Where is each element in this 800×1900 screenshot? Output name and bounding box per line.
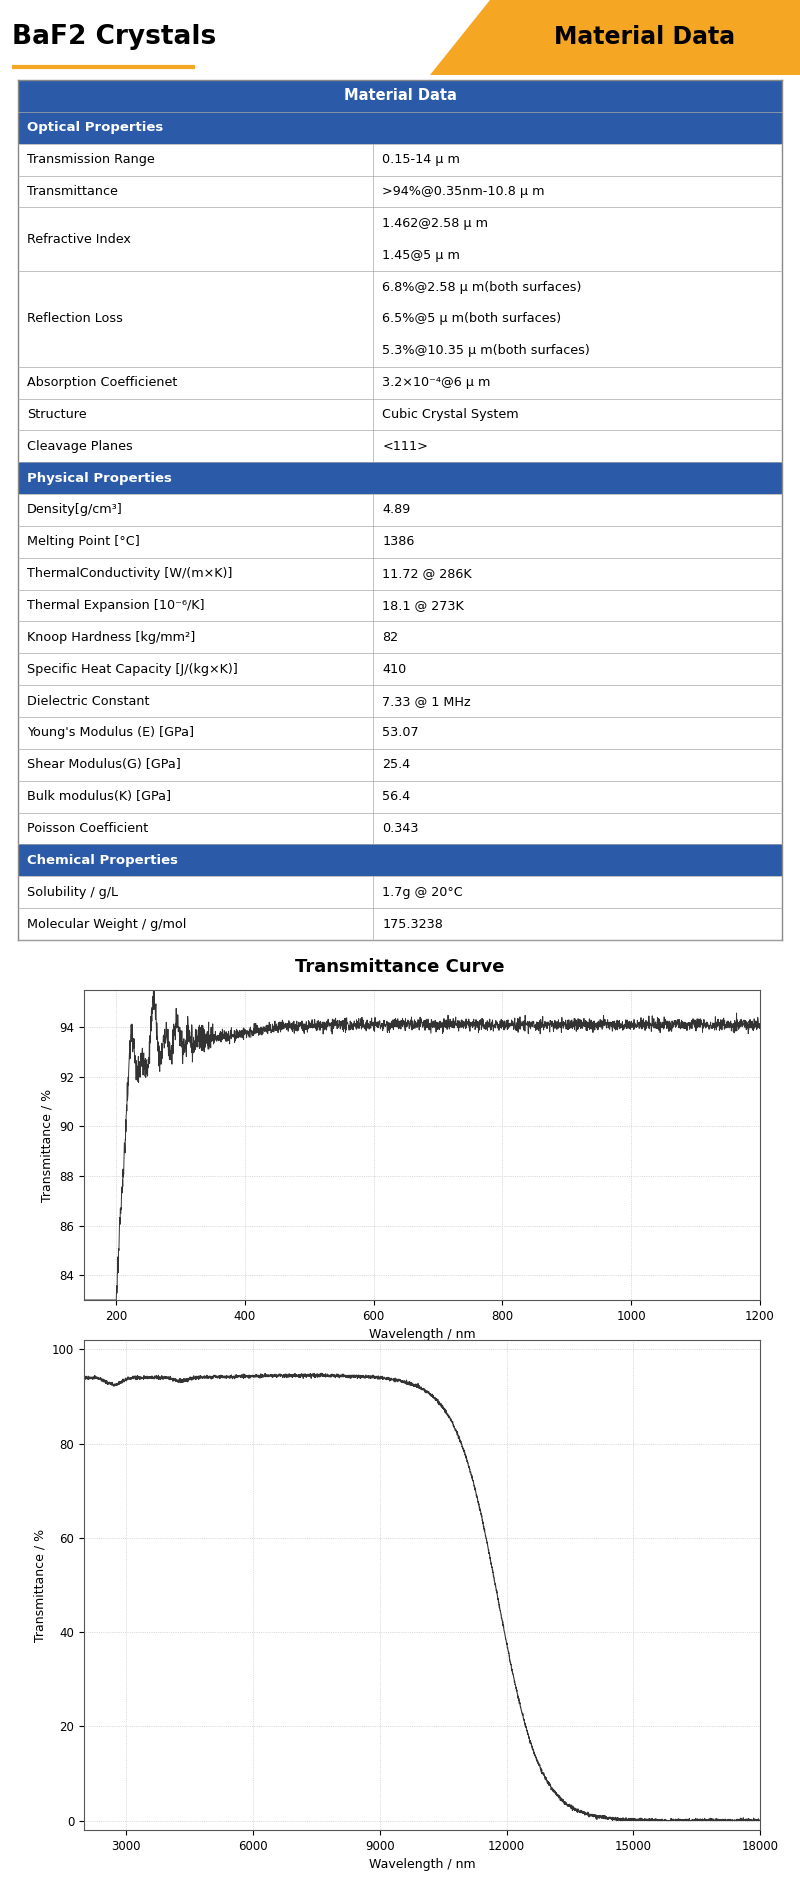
Bar	[18, 876, 782, 908]
Bar	[18, 908, 782, 940]
Text: 5.3%@10.35 μ m(both surfaces): 5.3%@10.35 μ m(both surfaces)	[382, 344, 590, 357]
Text: Refractive Index: Refractive Index	[27, 234, 131, 245]
Bar	[18, 494, 782, 526]
Text: >94%@0.35nm-10.8 μ m: >94%@0.35nm-10.8 μ m	[382, 184, 545, 198]
Bar	[18, 813, 782, 844]
Text: 410: 410	[382, 663, 406, 676]
Text: Material Data: Material Data	[343, 89, 457, 103]
Y-axis label: Transmittance / %: Transmittance / %	[34, 1528, 46, 1642]
Bar	[18, 207, 782, 272]
Text: Density[g/cm³]: Density[g/cm³]	[27, 504, 123, 517]
Bar	[18, 686, 782, 716]
Y-axis label: Transmittance / %: Transmittance / %	[41, 1089, 54, 1201]
Text: Young's Modulus (E) [GPa]: Young's Modulus (E) [GPa]	[27, 726, 194, 739]
Bar	[18, 526, 782, 559]
Text: <111>: <111>	[382, 439, 428, 452]
Text: Cubic Crystal System: Cubic Crystal System	[382, 408, 519, 422]
Text: Transmittance Curve: Transmittance Curve	[295, 958, 505, 977]
Text: 0.15-14 μ m: 0.15-14 μ m	[382, 154, 460, 165]
Text: 3.2×10⁻⁴@6 μ m: 3.2×10⁻⁴@6 μ m	[382, 376, 491, 390]
Text: Shear Modulus(G) [GPa]: Shear Modulus(G) [GPa]	[27, 758, 181, 771]
Bar	[18, 80, 782, 112]
Text: 1.45@5 μ m: 1.45@5 μ m	[382, 249, 460, 262]
Text: 1386: 1386	[382, 536, 415, 549]
Text: Transmission Range: Transmission Range	[27, 154, 155, 165]
Text: ThermalConductivity [W/(m×K)]: ThermalConductivity [W/(m×K)]	[27, 568, 233, 580]
X-axis label: Wavelength / nm: Wavelength / nm	[369, 1858, 475, 1872]
Bar	[18, 749, 782, 781]
Text: 7.33 @ 1 MHz: 7.33 @ 1 MHz	[382, 695, 471, 707]
Text: Physical Properties: Physical Properties	[27, 471, 172, 484]
Text: 53.07: 53.07	[382, 726, 419, 739]
Text: 6.5%@5 μ m(both surfaces): 6.5%@5 μ m(both surfaces)	[382, 312, 562, 325]
Polygon shape	[430, 0, 800, 74]
Text: Transmittance: Transmittance	[27, 184, 118, 198]
Text: Solubility / g/L: Solubility / g/L	[27, 885, 118, 899]
Text: Thermal Expansion [10⁻⁶/K]: Thermal Expansion [10⁻⁶/K]	[27, 598, 205, 612]
Bar	[18, 844, 782, 876]
Bar	[18, 175, 782, 207]
Text: Cleavage Planes: Cleavage Planes	[27, 439, 133, 452]
Text: 25.4: 25.4	[382, 758, 410, 771]
Text: 0.343: 0.343	[382, 823, 419, 834]
Text: Specific Heat Capacity [J/(kg×K)]: Specific Heat Capacity [J/(kg×K)]	[27, 663, 238, 676]
Bar	[18, 621, 782, 654]
Text: Dielectric Constant: Dielectric Constant	[27, 695, 150, 707]
Text: Melting Point [°C]: Melting Point [°C]	[27, 536, 140, 549]
Text: Absorption Coefficienet: Absorption Coefficienet	[27, 376, 178, 390]
Bar	[18, 589, 782, 621]
Bar	[18, 144, 782, 175]
Bar	[18, 272, 782, 367]
Text: 56.4: 56.4	[382, 790, 410, 804]
X-axis label: Wavelength / nm: Wavelength / nm	[369, 1328, 475, 1341]
Text: Poisson Coefficient: Poisson Coefficient	[27, 823, 149, 834]
Text: Material Data: Material Data	[554, 25, 735, 49]
Bar	[18, 431, 782, 462]
Text: 18.1 @ 273K: 18.1 @ 273K	[382, 598, 464, 612]
Text: BaF2 Crystals: BaF2 Crystals	[12, 25, 216, 49]
Bar	[18, 781, 782, 813]
Text: Optical Properties: Optical Properties	[27, 122, 163, 135]
Bar	[18, 559, 782, 589]
Bar	[18, 462, 782, 494]
Text: 175.3238: 175.3238	[382, 918, 443, 931]
Bar	[18, 367, 782, 399]
Text: Bulk modulus(K) [GPa]: Bulk modulus(K) [GPa]	[27, 790, 171, 804]
Bar	[18, 716, 782, 749]
Text: Structure: Structure	[27, 408, 86, 422]
Bar	[18, 399, 782, 431]
Bar	[18, 112, 782, 144]
Text: 82: 82	[382, 631, 398, 644]
Text: 6.8%@2.58 μ m(both surfaces): 6.8%@2.58 μ m(both surfaces)	[382, 281, 582, 293]
Text: Reflection Loss: Reflection Loss	[27, 312, 123, 325]
Text: Chemical Properties: Chemical Properties	[27, 853, 178, 866]
Text: Molecular Weight / g/mol: Molecular Weight / g/mol	[27, 918, 186, 931]
Text: 1.7g @ 20°C: 1.7g @ 20°C	[382, 885, 463, 899]
Text: 1.462@2.58 μ m: 1.462@2.58 μ m	[382, 217, 489, 230]
Text: 4.89: 4.89	[382, 504, 410, 517]
Text: Knoop Hardness [kg/mm²]: Knoop Hardness [kg/mm²]	[27, 631, 195, 644]
Bar	[18, 654, 782, 686]
Text: 11.72 @ 286K: 11.72 @ 286K	[382, 568, 472, 580]
